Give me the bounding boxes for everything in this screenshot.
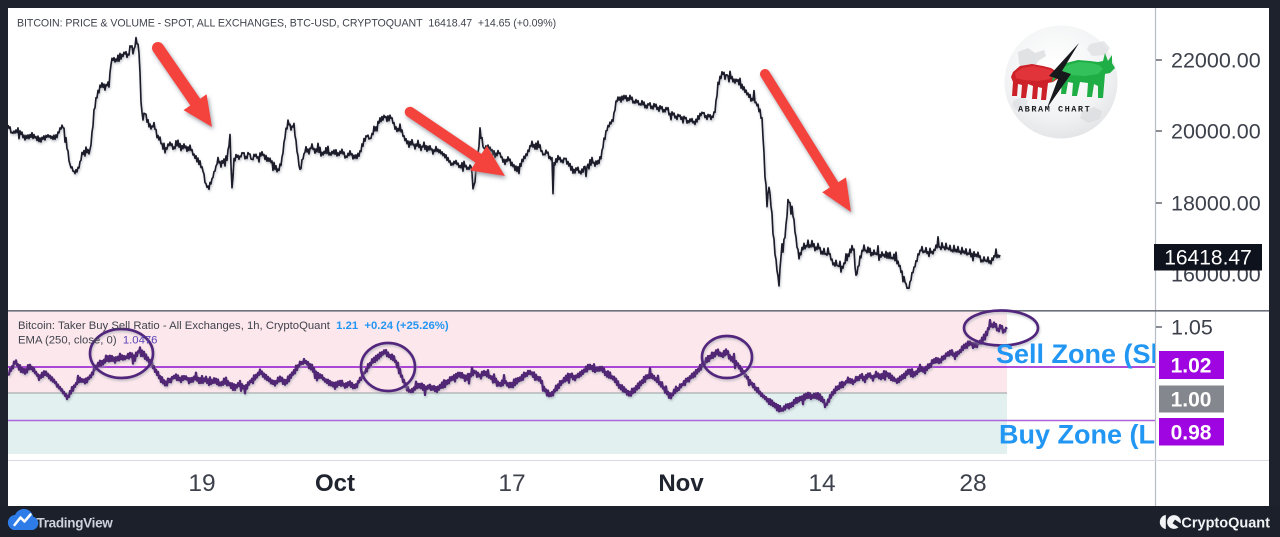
svg-text:22000.00: 22000.00 [1171,49,1261,73]
svg-text:Bitcoin: Taker Buy Sell Ratio: Bitcoin: Taker Buy Sell Ratio - All Exch… [18,320,449,332]
svg-text:20000.00: 20000.00 [1171,120,1261,144]
svg-text:TradingView: TradingView [37,516,114,531]
svg-text:0.98: 0.98 [1171,422,1212,445]
svg-text:1.05: 1.05 [1171,316,1213,340]
svg-text:1.00: 1.00 [1171,389,1212,412]
svg-text:14: 14 [808,470,835,497]
svg-text:19: 19 [188,470,215,497]
svg-text:ABRAM CHART: ABRAM CHART [1018,105,1091,115]
svg-text:BITCOIN: PRICE & VOLUME - SPOT: BITCOIN: PRICE & VOLUME - SPOT, ALL EXCH… [17,18,556,30]
svg-text:Oct: Oct [315,470,355,497]
svg-text:Buy Zone (Long): Buy Zone (Long) [999,420,1213,450]
svg-text:CryptoQuant: CryptoQuant [1181,516,1270,532]
svg-text:EMA (250, close, 0) 1.0476: EMA (250, close, 0) 1.0476 [18,335,157,347]
svg-text:Sell Zone (Short): Sell Zone (Short) [996,339,1212,369]
svg-text:16418.47: 16418.47 [1164,247,1252,270]
svg-text:28: 28 [959,470,986,497]
svg-text:Nov: Nov [658,470,704,497]
svg-text:1.02: 1.02 [1171,355,1212,378]
svg-text:18000.00: 18000.00 [1171,192,1261,216]
svg-text:17: 17 [498,470,525,497]
